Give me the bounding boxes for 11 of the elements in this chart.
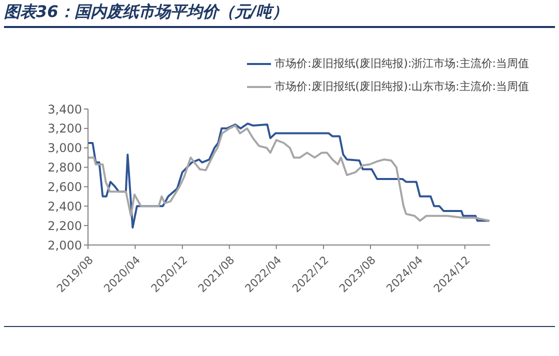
y-tick-label: 3,200 [48,122,82,136]
chart-title: 图表36：国内废纸市场平均价（元/吨） [4,2,555,28]
y-tick-label: 2,200 [48,218,82,233]
y-tick-label: 2,800 [48,160,82,175]
y-tick-label: 3,000 [48,141,82,156]
y-tick-label: 2,400 [48,199,82,214]
y-tick-label: 3,400 [48,102,82,116]
y-tick-label: 2,000 [48,238,82,252]
y-tick-label: 2,600 [48,180,82,194]
legend-label: 市场价:废旧报纸(废旧纯报):山东市场:主流价:当周值 [274,79,529,94]
legend-label: 市场价:废旧报纸(废旧纯报):浙江市场:主流价:当周值 [274,56,529,71]
